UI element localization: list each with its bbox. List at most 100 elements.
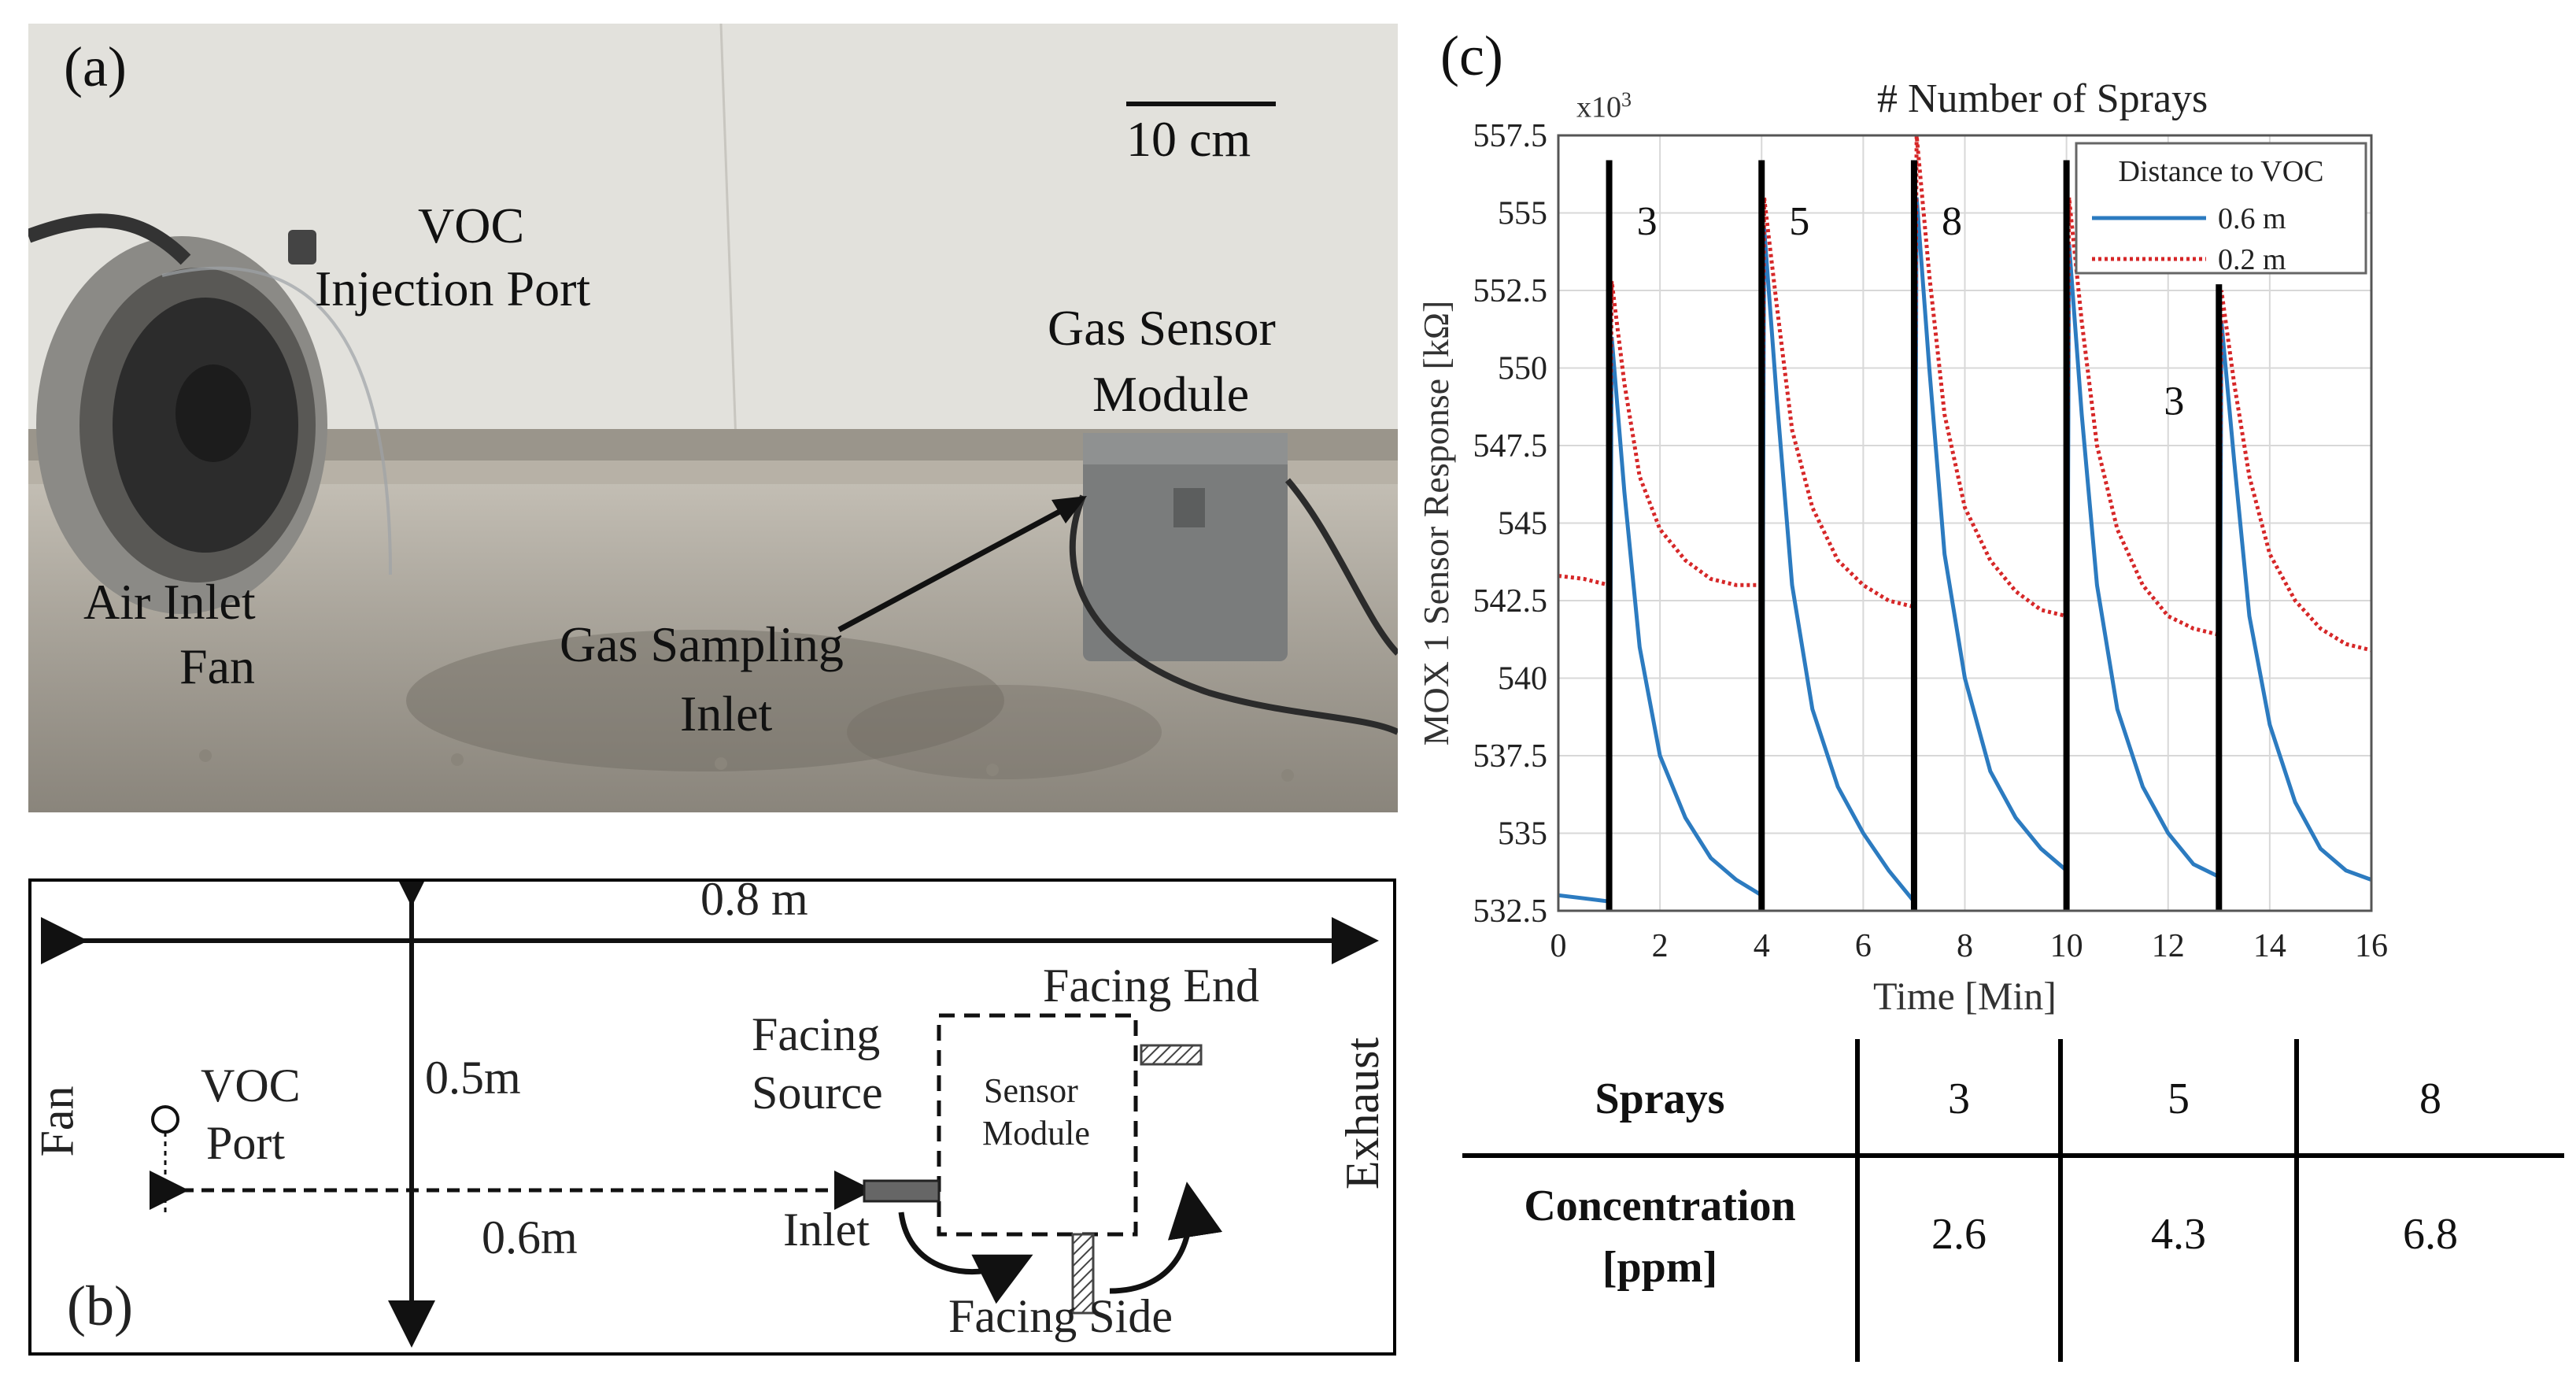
inlet-arrow — [837, 502, 1073, 633]
x-tick-label: 16 — [2355, 928, 2388, 964]
curved-arrow-1 — [898, 1211, 1033, 1304]
facing-end-position — [1140, 1044, 1203, 1066]
exhaust-label: Exhaust — [1336, 1037, 1389, 1190]
sensor-box — [1083, 433, 1288, 661]
legend-box — [2075, 142, 2367, 275]
spray-count-label: 5 — [1789, 199, 1809, 244]
y-tick-label: 537.5 — [1473, 738, 1548, 775]
y-tick-label: 550 — [1498, 351, 1547, 387]
voc-label: VOC — [201, 1060, 301, 1112]
y-tick-label: 557.5 — [1473, 118, 1548, 154]
table-cell: 8 — [2419, 1075, 2441, 1123]
curved-arrow-2 — [1109, 1182, 1223, 1294]
voc-port-label-2: Injection Port — [315, 261, 591, 316]
gas-sensor-label-1: Gas Sensor — [1048, 300, 1276, 356]
wall-seam — [719, 24, 738, 465]
panel-b-label: (b) — [67, 1274, 133, 1337]
fan-label: Fan — [31, 1086, 83, 1157]
facing-source-label-2: Source — [752, 1067, 883, 1119]
x-axis-label: Time [Min] — [1873, 974, 2057, 1018]
table-lines — [1462, 1039, 2564, 1362]
facing-end-label: Facing End — [1043, 960, 1259, 1012]
sampling-inlet-label-2: Inlet — [680, 686, 773, 742]
floor-stain — [406, 630, 1004, 771]
legend-title: Distance to VOC — [2118, 155, 2323, 188]
spray-events: 35853 — [1606, 160, 2223, 911]
rivets — [199, 749, 1294, 782]
plot-frame — [1557, 134, 2373, 912]
sensor-cable-2 — [1069, 494, 1398, 735]
voc-port-circle — [151, 1105, 179, 1134]
sampling-inlet-label-1: Gas Sampling — [560, 616, 844, 672]
y-axis-label: MOX 1 Sensor Response [kΩ] — [1416, 301, 1456, 746]
spray-count-label: 3 — [1637, 199, 1658, 244]
acrylic-cover — [161, 266, 392, 575]
table-cell: 6.8 — [2403, 1210, 2458, 1259]
port-label: Port — [206, 1117, 286, 1169]
table-concentration-unit: [ppm] — [1602, 1243, 1718, 1292]
y-tick-label: 547.5 — [1473, 428, 1548, 464]
y-tick-label: 555 — [1498, 196, 1547, 232]
spray-count-label: 3 — [2164, 379, 2184, 424]
table-cell: 5 — [2168, 1075, 2190, 1123]
gas-sensor-label-2: Module — [1092, 366, 1250, 422]
legend-entry: 0.2 m — [2218, 243, 2286, 276]
chart-legend: Distance to VOC 0.6 m 0.2 m — [2075, 142, 2367, 276]
chart-ticks: 0 2 4 6 8 10 12 14 16 532.5 535 537.5 540 542.5 545 547… — [1416, 118, 2388, 1018]
inlet-label: Inlet — [783, 1204, 870, 1256]
x-tick-label: 0 — [1550, 928, 1567, 964]
panel-c-label: (c) — [1440, 24, 1503, 87]
inlet-bar — [863, 1179, 941, 1203]
x-tick-label: 6 — [1855, 928, 1872, 964]
x-tick-label: 14 — [2253, 928, 2286, 964]
x-tick-label: 10 — [2050, 928, 2083, 964]
height-label: 0.5m — [425, 1052, 521, 1104]
sensor-module-label-1: Sensor — [984, 1071, 1078, 1110]
floor-stain-2 — [847, 685, 1162, 779]
sensor-cable — [1284, 478, 1398, 656]
x-tick-label: 2 — [1652, 928, 1669, 964]
photo-scene — [28, 24, 1398, 812]
inlet-arrowhead — [1051, 496, 1087, 523]
fan-hub — [176, 364, 251, 462]
facing-source-label-1: Facing — [752, 1008, 881, 1060]
fan-cable — [28, 213, 191, 265]
facing-side-label: Facing Side — [948, 1290, 1173, 1342]
photo-panel: (a) 10 cm VOC Injection Port Gas Sensor … — [28, 24, 1398, 812]
sensor-response-chart: 35853 0246810121416532.5535537.5540542.5… — [1416, 118, 2388, 1018]
y-tick-label: 535 — [1498, 816, 1547, 853]
sensor-module-label-2: Module — [982, 1114, 1090, 1152]
table-concentration-header: Concentration — [1524, 1182, 1796, 1230]
y-tick-label: 542.5 — [1473, 583, 1548, 620]
panel-a-label: (a) — [64, 35, 127, 98]
x-tick-label: 4 — [1754, 928, 1770, 964]
chart-axes — [1557, 134, 2373, 912]
width-label: 0.8 m — [700, 873, 808, 925]
voc-port-label-1: VOC — [418, 198, 525, 253]
sensor-box-lid — [1083, 433, 1288, 464]
spray-count-label: 8 — [1942, 199, 1962, 244]
fan-label-1: Air Inlet — [83, 574, 256, 630]
injection-port — [288, 230, 316, 264]
x-tick-label: 8 — [1957, 928, 1973, 964]
x-tick-label: 12 — [2152, 928, 2185, 964]
facing-side-position — [1071, 1233, 1095, 1315]
sensor-box-latch — [1173, 488, 1205, 527]
table-cell: 3 — [1948, 1075, 1970, 1123]
y-tick-label: 540 — [1498, 661, 1547, 697]
spray-count-title: # Number of Sprays — [1877, 76, 2208, 121]
table-sprays-header: Sprays — [1595, 1075, 1725, 1123]
sensor-module-box — [937, 1013, 1138, 1237]
y-tick-label: 552.5 — [1473, 273, 1548, 309]
table-cell: 4.3 — [2151, 1210, 2206, 1259]
exponent-label: x103 — [1576, 88, 1632, 124]
distance-label: 0.6m — [482, 1211, 578, 1263]
fan-label-2: Fan — [179, 638, 255, 694]
concentration-table: Sprays 3 5 8 Concentration [ppm] 2.6 4.3… — [1462, 1039, 2564, 1362]
y-tick-label: 532.5 — [1473, 893, 1548, 930]
schematic-panel: 0.8 m 0.5m 0.6m Fan Exhaust VOC Port Fac… — [28, 873, 1396, 1356]
table-cell: 2.6 — [1931, 1210, 1987, 1259]
schematic-drawing — [41, 882, 1379, 1348]
scale-bar-label: 10 cm — [1126, 111, 1251, 167]
y-tick-label: 545 — [1498, 506, 1547, 542]
